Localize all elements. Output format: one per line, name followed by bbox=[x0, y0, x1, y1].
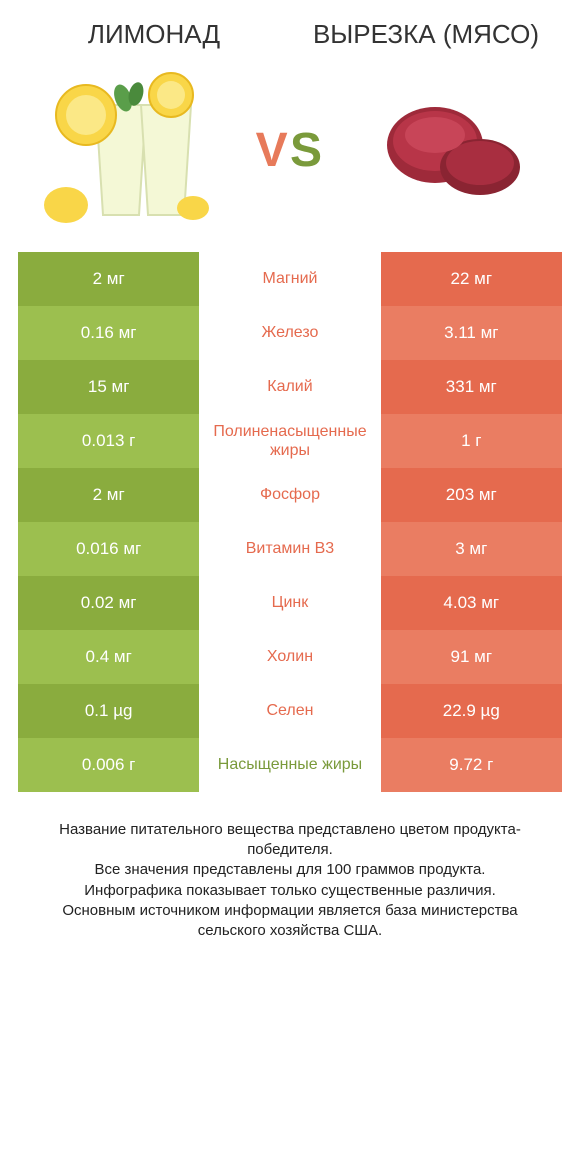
right-value-cell: 331 мг bbox=[381, 360, 562, 414]
nutrient-label-cell: Фосфор bbox=[199, 468, 380, 522]
footer-text: Название питательного вещества представл… bbox=[18, 820, 562, 942]
comparison-table: 2 мгМагний22 мг0.16 мгЖелезо3.11 мг15 мг… bbox=[18, 251, 562, 792]
left-value-cell: 0.16 мг bbox=[18, 306, 199, 360]
table-row: 0.016 мгВитамин B33 мг bbox=[18, 522, 562, 576]
left-value-cell: 0.4 мг bbox=[18, 630, 199, 684]
vs-v: V bbox=[256, 124, 290, 177]
left-image bbox=[38, 68, 213, 233]
left-value-cell: 0.013 г bbox=[18, 414, 199, 468]
right-value-cell: 22 мг bbox=[381, 252, 562, 306]
nutrient-label-cell: Полиненасыщенные жиры bbox=[199, 414, 380, 468]
infographic-container: ЛИМОНАД ВЫРЕЗКА (МЯСО) VS bbox=[0, 0, 580, 941]
left-value-cell: 0.016 мг bbox=[18, 522, 199, 576]
vs-s: S bbox=[290, 124, 324, 177]
right-value-cell: 3.11 мг bbox=[381, 306, 562, 360]
images-row: VS bbox=[18, 68, 562, 233]
right-value-cell: 4.03 мг bbox=[381, 576, 562, 630]
header-row: ЛИМОНАД ВЫРЕЗКА (МЯСО) bbox=[18, 20, 562, 50]
nutrient-label-cell: Магний bbox=[199, 252, 380, 306]
right-image bbox=[367, 68, 542, 233]
nutrient-label-cell: Холин bbox=[199, 630, 380, 684]
table-row: 0.16 мгЖелезо3.11 мг bbox=[18, 306, 562, 360]
right-value-cell: 91 мг bbox=[381, 630, 562, 684]
nutrient-label-cell: Калий bbox=[199, 360, 380, 414]
left-value-cell: 0.02 мг bbox=[18, 576, 199, 630]
vs-label: VS bbox=[256, 123, 325, 178]
right-value-cell: 203 мг bbox=[381, 468, 562, 522]
right-value-cell: 9.72 г bbox=[381, 738, 562, 792]
right-title: ВЫРЕЗКА (МЯСО) bbox=[290, 20, 562, 50]
nutrient-label-cell: Цинк bbox=[199, 576, 380, 630]
nutrient-label-cell: Железо bbox=[199, 306, 380, 360]
table-row: 2 мгМагний22 мг bbox=[18, 252, 562, 306]
table-row: 0.4 мгХолин91 мг bbox=[18, 630, 562, 684]
table-row: 2 мгФосфор203 мг bbox=[18, 468, 562, 522]
right-value-cell: 3 мг bbox=[381, 522, 562, 576]
meat-icon bbox=[380, 95, 530, 205]
table-row: 0.02 мгЦинк4.03 мг bbox=[18, 576, 562, 630]
table-row: 0.006 гНасыщенные жиры9.72 г bbox=[18, 738, 562, 792]
right-value-cell: 22.9 µg bbox=[381, 684, 562, 738]
table-row: 15 мгКалий331 мг bbox=[18, 360, 562, 414]
nutrient-label-cell: Насыщенные жиры bbox=[199, 738, 380, 792]
nutrient-label-cell: Витамин B3 bbox=[199, 522, 380, 576]
left-value-cell: 0.1 µg bbox=[18, 684, 199, 738]
left-value-cell: 2 мг bbox=[18, 252, 199, 306]
nutrient-label-cell: Селен bbox=[199, 684, 380, 738]
table-row: 0.013 гПолиненасыщенные жиры1 г bbox=[18, 414, 562, 468]
right-value-cell: 1 г bbox=[381, 414, 562, 468]
left-value-cell: 15 мг bbox=[18, 360, 199, 414]
left-value-cell: 2 мг bbox=[18, 468, 199, 522]
left-title: ЛИМОНАД bbox=[18, 20, 290, 50]
left-value-cell: 0.006 г bbox=[18, 738, 199, 792]
table-row: 0.1 µgСелен22.9 µg bbox=[18, 684, 562, 738]
lemonade-icon bbox=[41, 70, 211, 230]
